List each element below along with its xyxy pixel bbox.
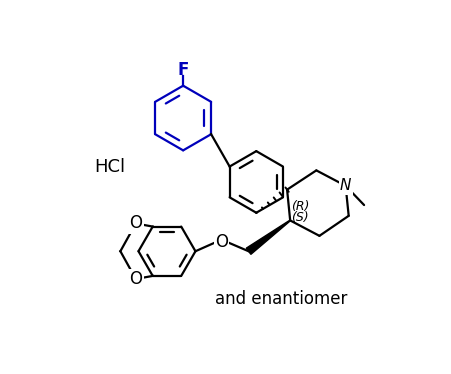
Text: (R): (R) (290, 200, 308, 213)
Text: O: O (129, 214, 142, 233)
Polygon shape (246, 220, 290, 254)
Text: O: O (215, 233, 228, 251)
Text: F: F (177, 61, 189, 79)
Text: O: O (129, 270, 142, 288)
Text: and enantiomer: and enantiomer (214, 290, 346, 308)
Text: N: N (339, 178, 350, 193)
Text: (S): (S) (291, 211, 308, 224)
Text: HCl: HCl (94, 157, 125, 175)
